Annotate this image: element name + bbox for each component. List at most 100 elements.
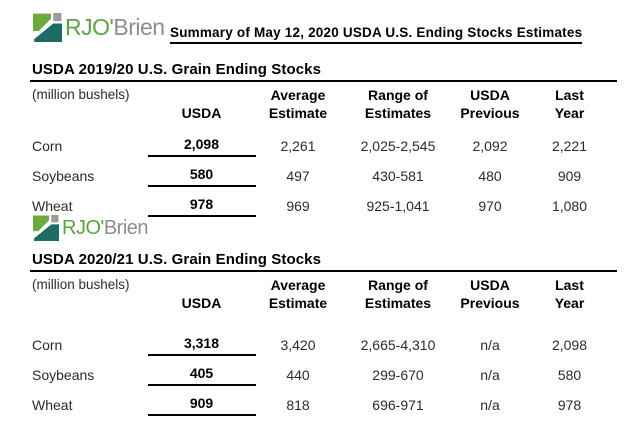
logo-text-brien: Brien (113, 14, 165, 40)
commodity-label: Corn (32, 337, 63, 353)
column-header-last-year: Last Year (522, 82, 617, 124)
section-2020-21: USDA 2020/21 U.S. Grain Ending Stocks (m… (30, 251, 617, 420)
table-body: Corn 2,098 2,261 2,025-2,545 2,092 2,221… (30, 131, 617, 221)
column-header-range-of-estimates: Range of Estimates (338, 272, 458, 314)
header-line2: Estimate (268, 295, 328, 311)
commodity-label: Soybeans (32, 168, 95, 184)
rjobrien-logo-icon (33, 215, 59, 241)
table-row-soybeans: Soybeans 405 440 299-670 n/a 580 (30, 360, 617, 390)
header-line2: Estimates (364, 295, 432, 311)
column-header-usda-previous: USDA Previous (458, 82, 522, 124)
range-of-estimates-value: 2,665-4,310 (360, 337, 436, 353)
average-estimate-value: 818 (286, 397, 310, 413)
last-year-value: 2,221 (551, 138, 588, 154)
logo-wordmark: RJO'Brien (65, 16, 165, 39)
range-of-estimates-value: 2,025-2,545 (360, 138, 436, 154)
usda-value: 580 (147, 166, 256, 187)
header-line2: USDA (181, 295, 222, 311)
range-of-estimates-value: 696-971 (372, 397, 424, 413)
logo-wordmark: RJO'Brien (62, 217, 149, 239)
header-line1: Last (555, 277, 584, 293)
range-of-estimates-value: 299-670 (372, 367, 424, 383)
section-divider (30, 80, 617, 82)
header-line2: Estimate (268, 105, 328, 121)
column-header-usda-previous: USDA Previous (458, 272, 522, 314)
average-estimate-value: 440 (286, 367, 310, 383)
header-line2: USDA (181, 105, 222, 121)
usda-value: 2,098 (147, 136, 256, 157)
column-header-average-estimate: Average Estimate (258, 272, 338, 314)
usda-value: 3,318 (147, 335, 256, 356)
report-title: Summary of May 12, 2020 USDA U.S. Ending… (170, 25, 583, 44)
usda-value: 978 (147, 196, 256, 217)
logo-green-flag-shape (33, 13, 51, 31)
last-year-value: 978 (557, 397, 582, 413)
usda-value-cell: 909 (145, 395, 258, 416)
table-row-soybeans: Soybeans 580 497 430-581 480 909 (30, 161, 617, 191)
usda-previous-value: 2,092 (472, 138, 508, 154)
average-estimate-value: 3,420 (280, 337, 316, 353)
range-of-estimates-value: 925-1,041 (366, 198, 430, 214)
usda-value: 909 (147, 395, 256, 416)
usda-value-cell: 580 (145, 166, 258, 187)
header-line1: Average (270, 277, 326, 293)
header-line1: Range of (368, 277, 428, 293)
last-year-value: 1,080 (551, 198, 588, 214)
section-divider (30, 270, 617, 272)
usda-value-cell: 978 (145, 196, 258, 217)
table-header-row: (million bushels) USDA Average Estimate … (30, 272, 617, 314)
header-line2: Previous (460, 105, 520, 121)
usda-value-cell: 3,318 (145, 335, 258, 356)
header-line1: USDA (470, 277, 510, 293)
usda-previous-value: n/a (480, 337, 500, 353)
last-year-value: 909 (557, 168, 582, 184)
usda-previous-value: 480 (478, 168, 502, 184)
rjobrien-logo: RJO'Brien (33, 13, 165, 42)
logo-green-flag-shape (33, 215, 50, 232)
usda-value: 405 (147, 365, 256, 386)
usda-previous-value: n/a (480, 397, 500, 413)
unit-label: (million bushels) (32, 277, 130, 292)
header-line2: Estimates (364, 105, 432, 121)
table-row-wheat: Wheat 978 969 925-1,041 970 1,080 (30, 191, 617, 221)
header-line1: Average (270, 87, 326, 103)
section-title-2019-20: USDA 2019/20 U.S. Grain Ending Stocks (32, 61, 322, 78)
column-header-usda: USDA (145, 82, 258, 124)
section-2019-20: USDA 2019/20 U.S. Grain Ending Stocks (m… (30, 61, 617, 221)
usda-previous-value: 970 (478, 198, 502, 214)
table-row-wheat: Wheat 909 818 696-971 n/a 978 (30, 390, 617, 420)
commodity-label: Corn (32, 138, 63, 154)
usda-value-cell: 405 (145, 365, 258, 386)
logo-text-brien: Brien (103, 217, 149, 239)
commodity-label: Wheat (32, 397, 73, 413)
logo-teal-shape (34, 23, 62, 42)
header-line1: USDA (470, 87, 510, 103)
average-estimate-value: 969 (286, 198, 310, 214)
usda-previous-value: n/a (480, 367, 500, 383)
header-line2: Year (554, 105, 585, 121)
rjobrien-logo-secondary: RJO'Brien (33, 215, 149, 241)
header-line1: Last (555, 87, 584, 103)
logo-text-rjo: RJO' (65, 14, 114, 40)
header-line2: Previous (460, 295, 520, 311)
last-year-value: 580 (557, 367, 582, 383)
section-title-2020-21: USDA 2020/21 U.S. Grain Ending Stocks (32, 251, 322, 268)
range-of-estimates-value: 430-581 (372, 168, 424, 184)
average-estimate-value: 2,261 (280, 138, 316, 154)
column-header-range-of-estimates: Range of Estimates (338, 82, 458, 124)
column-header-average-estimate: Average Estimate (258, 82, 338, 124)
logo-gray-square (53, 13, 62, 22)
usda-value-cell: 2,098 (145, 136, 258, 157)
column-header-usda: USDA (145, 272, 258, 314)
commodity-label: Soybeans (32, 367, 95, 383)
commodity-label: Wheat (32, 198, 73, 214)
average-estimate-value: 497 (286, 168, 310, 184)
table-row-corn: Corn 2,098 2,261 2,025-2,545 2,092 2,221 (30, 131, 617, 161)
table-row-corn: Corn 3,318 3,420 2,665-4,310 n/a 2,098 (30, 330, 617, 360)
table-body: Corn 3,318 3,420 2,665-4,310 n/a 2,098 S… (30, 330, 617, 420)
logo-gray-square (51, 215, 59, 223)
table-header-row: (million bushels) USDA Average Estimate … (30, 82, 617, 124)
header-line1: Range of (368, 87, 428, 103)
column-header-last-year: Last Year (522, 272, 617, 314)
